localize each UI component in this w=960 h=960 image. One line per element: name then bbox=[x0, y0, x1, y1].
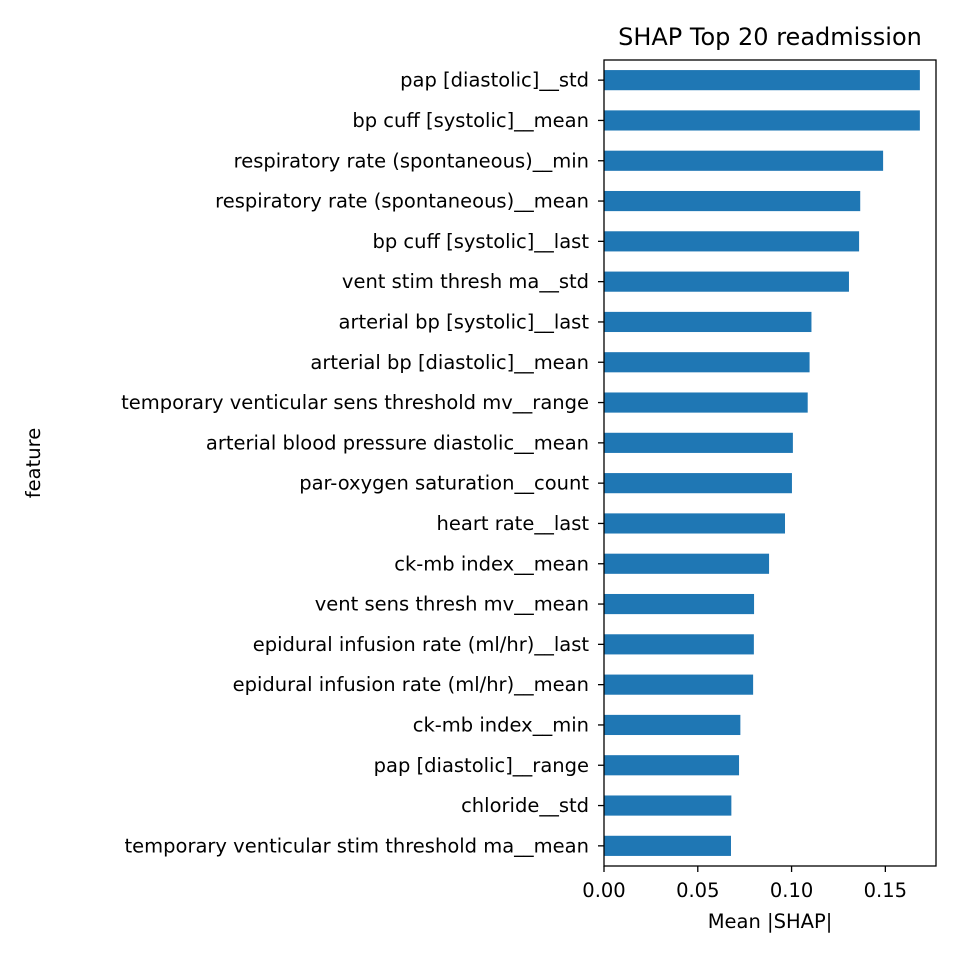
bar bbox=[604, 150, 884, 171]
bar bbox=[604, 593, 755, 615]
bar bbox=[604, 634, 754, 655]
bar bbox=[604, 795, 732, 816]
x-axis: 0.00 0.05 0.10 0.15 bbox=[582, 866, 907, 902]
bar bbox=[604, 553, 770, 574]
y-tick-label: ck-mb index__mean bbox=[394, 552, 589, 575]
y-tick-label: epidural infusion rate (ml/hr)__last bbox=[253, 633, 590, 656]
y-tick-label: arterial blood pressure diastolic__mean bbox=[206, 431, 589, 454]
bar bbox=[604, 714, 741, 736]
y-tick-label: arterial bp [diastolic]__mean bbox=[310, 351, 589, 374]
x-tick-label: 0.15 bbox=[864, 879, 907, 902]
x-tick-label: 0.00 bbox=[582, 879, 625, 902]
chart-title: SHAP Top 20 readmission bbox=[618, 23, 922, 51]
y-tick-label: ck-mb index__min bbox=[413, 713, 589, 736]
y-tick-label: vent stim thresh ma__std bbox=[342, 270, 589, 293]
bar bbox=[604, 271, 849, 292]
y-tick-label: epidural infusion rate (ml/hr)__mean bbox=[233, 673, 589, 696]
bar bbox=[604, 432, 793, 453]
y-tick-label: pap [diastolic]__std bbox=[400, 69, 589, 92]
y-tick-label: respiratory rate (spontaneous)__mean bbox=[215, 190, 589, 213]
bar bbox=[604, 392, 808, 413]
bar bbox=[604, 755, 740, 776]
bar bbox=[604, 190, 861, 212]
y-tick-label: par-oxygen saturation__count bbox=[299, 472, 589, 495]
bar bbox=[604, 70, 920, 91]
plot-frame bbox=[603, 59, 937, 867]
y-tick-label: heart rate__last bbox=[437, 512, 590, 535]
y-tick-label: arterial bp [systolic]__last bbox=[339, 310, 590, 333]
bar bbox=[604, 473, 792, 494]
bar bbox=[604, 231, 860, 252]
x-axis-label: Mean |SHAP| bbox=[708, 910, 833, 933]
x-tick-label: 0.05 bbox=[676, 879, 719, 902]
bar bbox=[604, 513, 786, 534]
y-tick-label: vent sens thresh mv__mean bbox=[315, 593, 589, 616]
y-tick-label: pap [diastolic]__range bbox=[374, 754, 589, 777]
bar bbox=[604, 352, 810, 373]
bar bbox=[604, 110, 920, 131]
bar bbox=[604, 674, 754, 695]
y-tick-label: temporary venticular stim threshold ma__… bbox=[125, 834, 590, 857]
bar bbox=[604, 311, 812, 333]
bar bbox=[604, 835, 731, 856]
y-tick-label: bp cuff [systolic]__mean bbox=[352, 109, 589, 132]
y-tick-label: temporary venticular sens threshold mv__… bbox=[121, 391, 589, 414]
y-tick-label: chloride__std bbox=[461, 794, 589, 817]
bars-layer bbox=[604, 70, 920, 856]
y-tick-label: respiratory rate (spontaneous)__min bbox=[234, 149, 589, 172]
x-tick-label: 0.10 bbox=[770, 879, 813, 902]
y-axis-label: feature bbox=[22, 428, 45, 498]
y-tick-label: bp cuff [systolic]__last bbox=[372, 230, 589, 253]
